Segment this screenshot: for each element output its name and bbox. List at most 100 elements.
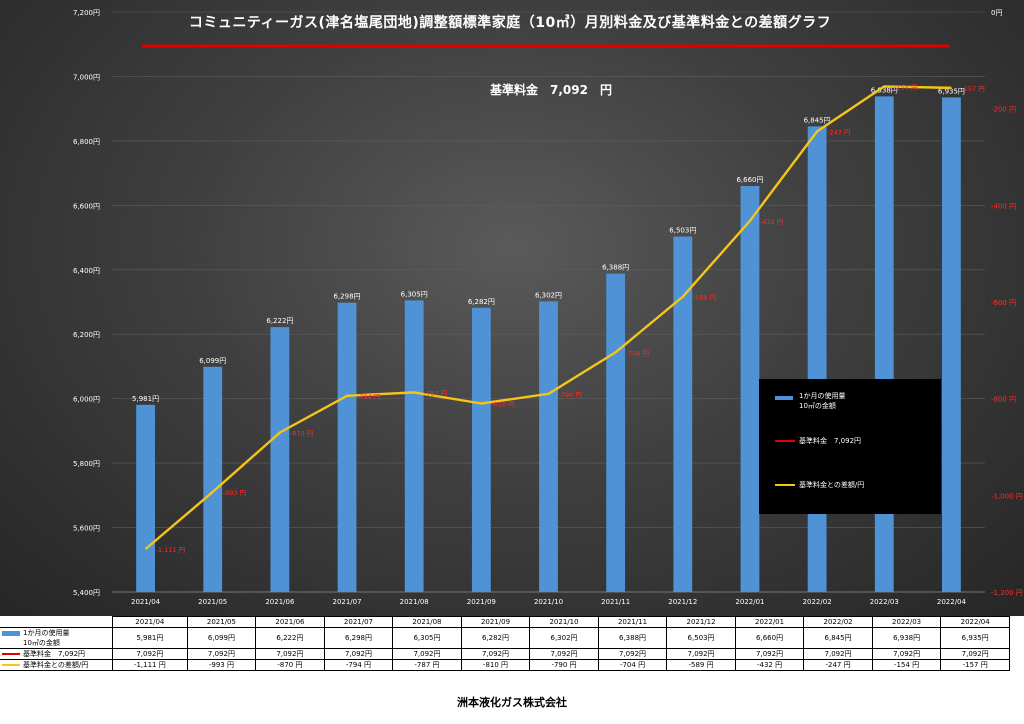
base-fee-note: 基準料金 7,092 円 <box>490 83 612 97</box>
table-cell: -993 円 <box>186 659 257 671</box>
table-cell: 7,092円 <box>255 648 325 660</box>
table-cell: -157 円 <box>940 659 1010 671</box>
diff-value-label: -247 円 <box>827 128 850 136</box>
bar <box>471 307 491 592</box>
left-axis-tick-label: 6,200円 <box>73 331 100 339</box>
table-cell: 7,092円 <box>940 648 1010 660</box>
x-tick-label: 2021/11 <box>601 598 630 606</box>
bar-value-label: 6,222円 <box>266 317 293 325</box>
table-cell: 7,092円 <box>186 648 257 660</box>
table-cell: -704 円 <box>597 659 668 671</box>
table-cell: 7,092円 <box>529 648 599 660</box>
x-tick-label: 2021/07 <box>332 598 361 606</box>
diff-value-label: -1,111 円 <box>156 546 186 554</box>
bar <box>337 302 357 592</box>
table-cell: 6,938円 <box>871 627 942 649</box>
table-cell: 5,981円 <box>112 627 188 649</box>
table-bar-label-2: 10㎥の金額 <box>23 639 60 647</box>
x-tick-label: 2022/02 <box>803 598 832 606</box>
right-axis-tick-label: -600 円 <box>991 299 1016 307</box>
table-header-row: 2021/04 2021/05 2021/06 2021/07 2021/08 2021/… <box>0 616 1010 628</box>
table-cell: 7,092円 <box>734 648 805 660</box>
bar-value-label: 6,660円 <box>736 176 763 184</box>
diff-value-label: -589 円 <box>693 294 716 302</box>
table-cell: 6,305円 <box>392 627 462 649</box>
table-row-diff: 基準料金との差額/円 -1,111 円 -993 円 -870 円 -794 円 -78… <box>0 659 1010 671</box>
legend-bar-label-2: 10㎥の金額 <box>799 402 836 410</box>
table-cell: -247 円 <box>803 659 873 671</box>
table-header-cell: 2022/01 <box>734 616 805 628</box>
table-cell: 6,845円 <box>803 627 873 649</box>
table-cell: -810 円 <box>460 659 531 671</box>
diff-line <box>144 85 952 550</box>
table-cell: -589 円 <box>666 659 736 671</box>
table-cell: 6,388円 <box>597 627 668 649</box>
diff-value-label: -794 円 <box>357 393 380 401</box>
table-cell: 6,099円 <box>186 627 257 649</box>
legend: 1か月の使用量 10㎥の金額 基準料金 7,092円 基準料金との差額/円 <box>759 379 941 514</box>
table-base-label: 基準料金 7,092円 <box>23 650 86 658</box>
table-header-cell: 2021/10 <box>529 616 599 628</box>
legend-bar-label-1: 1か月の使用量 <box>799 392 846 400</box>
data-table: 2021/04 2021/05 2021/06 2021/07 2021/08 2021/… <box>0 616 1010 671</box>
x-tick-label: 2022/04 <box>937 598 967 606</box>
table-cell: 7,092円 <box>323 648 394 660</box>
table-bar-swatch <box>2 630 20 636</box>
bar <box>874 96 894 592</box>
legend-bar-swatch <box>775 396 793 400</box>
left-axis-tick-label: 6,600円 <box>73 202 100 210</box>
table-cell: -432 円 <box>734 659 805 671</box>
legend-diff-swatch <box>775 484 795 486</box>
bar <box>606 273 626 592</box>
x-tick-label: 2021/09 <box>467 598 496 606</box>
table-cell: -154 円 <box>871 659 942 671</box>
company-footer: 洲本液化ガス株式会社 <box>457 696 567 709</box>
left-axis-tick-label: 5,400円 <box>73 589 100 597</box>
x-tick-label: 2021/06 <box>265 598 295 606</box>
table-cell: 7,092円 <box>666 648 736 660</box>
x-tick-label: 2021/12 <box>668 598 697 606</box>
diff-value-label: -870 円 <box>290 430 313 438</box>
right-axis-tick-label: -200 円 <box>991 106 1016 114</box>
table-cell: 6,282円 <box>460 627 531 649</box>
table-header-cell: 2021/09 <box>460 616 531 628</box>
bar <box>404 300 424 592</box>
bar-value-label: 5,981円 <box>132 395 159 403</box>
table-header-cell: 2022/02 <box>803 616 873 628</box>
right-axis-tick-label: -1,000 円 <box>991 492 1023 500</box>
table-cell: -790 円 <box>529 659 599 671</box>
table-cell: 7,092円 <box>597 648 668 660</box>
table-header-cell: 2022/04 <box>940 616 1010 628</box>
table-cell: -794 円 <box>323 659 394 671</box>
bar-value-label: 6,305円 <box>401 290 428 298</box>
x-tick-label: 2021/04 <box>131 598 161 606</box>
table-cell: 7,092円 <box>112 648 188 660</box>
table-header-cell: 2021/08 <box>392 616 462 628</box>
table-cell: 7,092円 <box>392 648 462 660</box>
table-header-cell: 2021/04 <box>112 616 188 628</box>
table-cell: -870 円 <box>255 659 325 671</box>
x-tick-label: 2021/08 <box>400 598 429 606</box>
table-cell: 7,092円 <box>460 648 531 660</box>
legend-base-swatch <box>775 440 795 442</box>
bar-value-label: 6,298円 <box>334 293 361 301</box>
bar-value-label: 6,282円 <box>468 298 495 306</box>
bar <box>203 366 223 592</box>
bar-value-label: 6,845円 <box>804 116 831 124</box>
diff-value-label: -154 円 <box>894 83 917 91</box>
table-cell: 6,302円 <box>529 627 599 649</box>
left-axis-tick-label: 5,600円 <box>73 525 100 533</box>
table-header-cell: 2022/03 <box>871 616 942 628</box>
bar <box>740 186 760 592</box>
table-cell: 6,298円 <box>323 627 394 649</box>
diff-value-label: -810 円 <box>491 401 514 409</box>
bar <box>270 327 290 592</box>
table-header-cell: 2021/07 <box>323 616 394 628</box>
table-diff-swatch <box>2 664 20 666</box>
table-row-base: 基準料金 7,092円 7,092円 7,092円 7,092円 7,092円 7,09… <box>0 648 1010 660</box>
table-row-head-base: 基準料金 7,092円 <box>0 648 113 660</box>
legend-diff-label: 基準料金との差額/円 <box>799 481 865 489</box>
bar-value-label: 6,099円 <box>199 357 226 365</box>
table-base-swatch <box>2 653 20 655</box>
right-axis-tick-label: -1,200 円 <box>991 589 1023 597</box>
